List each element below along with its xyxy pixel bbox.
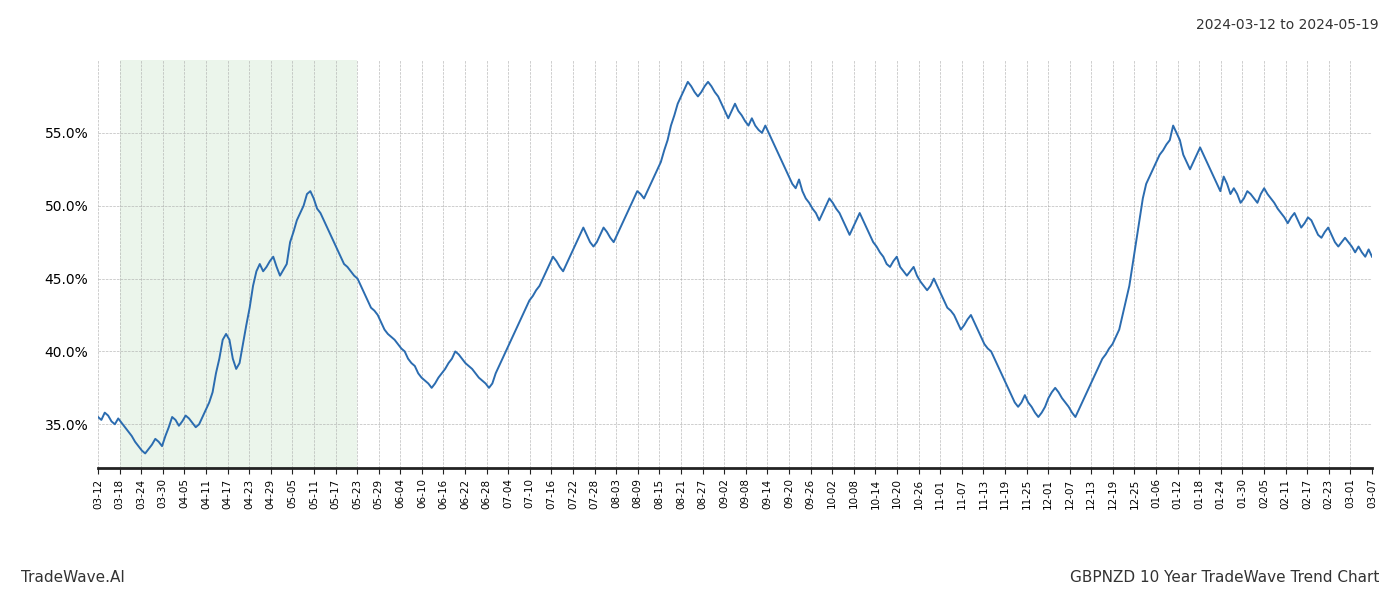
Text: 2024-03-12 to 2024-05-19: 2024-03-12 to 2024-05-19 [1197, 18, 1379, 32]
Bar [119, 60, 357, 468]
Text: TradeWave.AI: TradeWave.AI [21, 570, 125, 585]
Text: GBPNZD 10 Year TradeWave Trend Chart: GBPNZD 10 Year TradeWave Trend Chart [1070, 570, 1379, 585]
